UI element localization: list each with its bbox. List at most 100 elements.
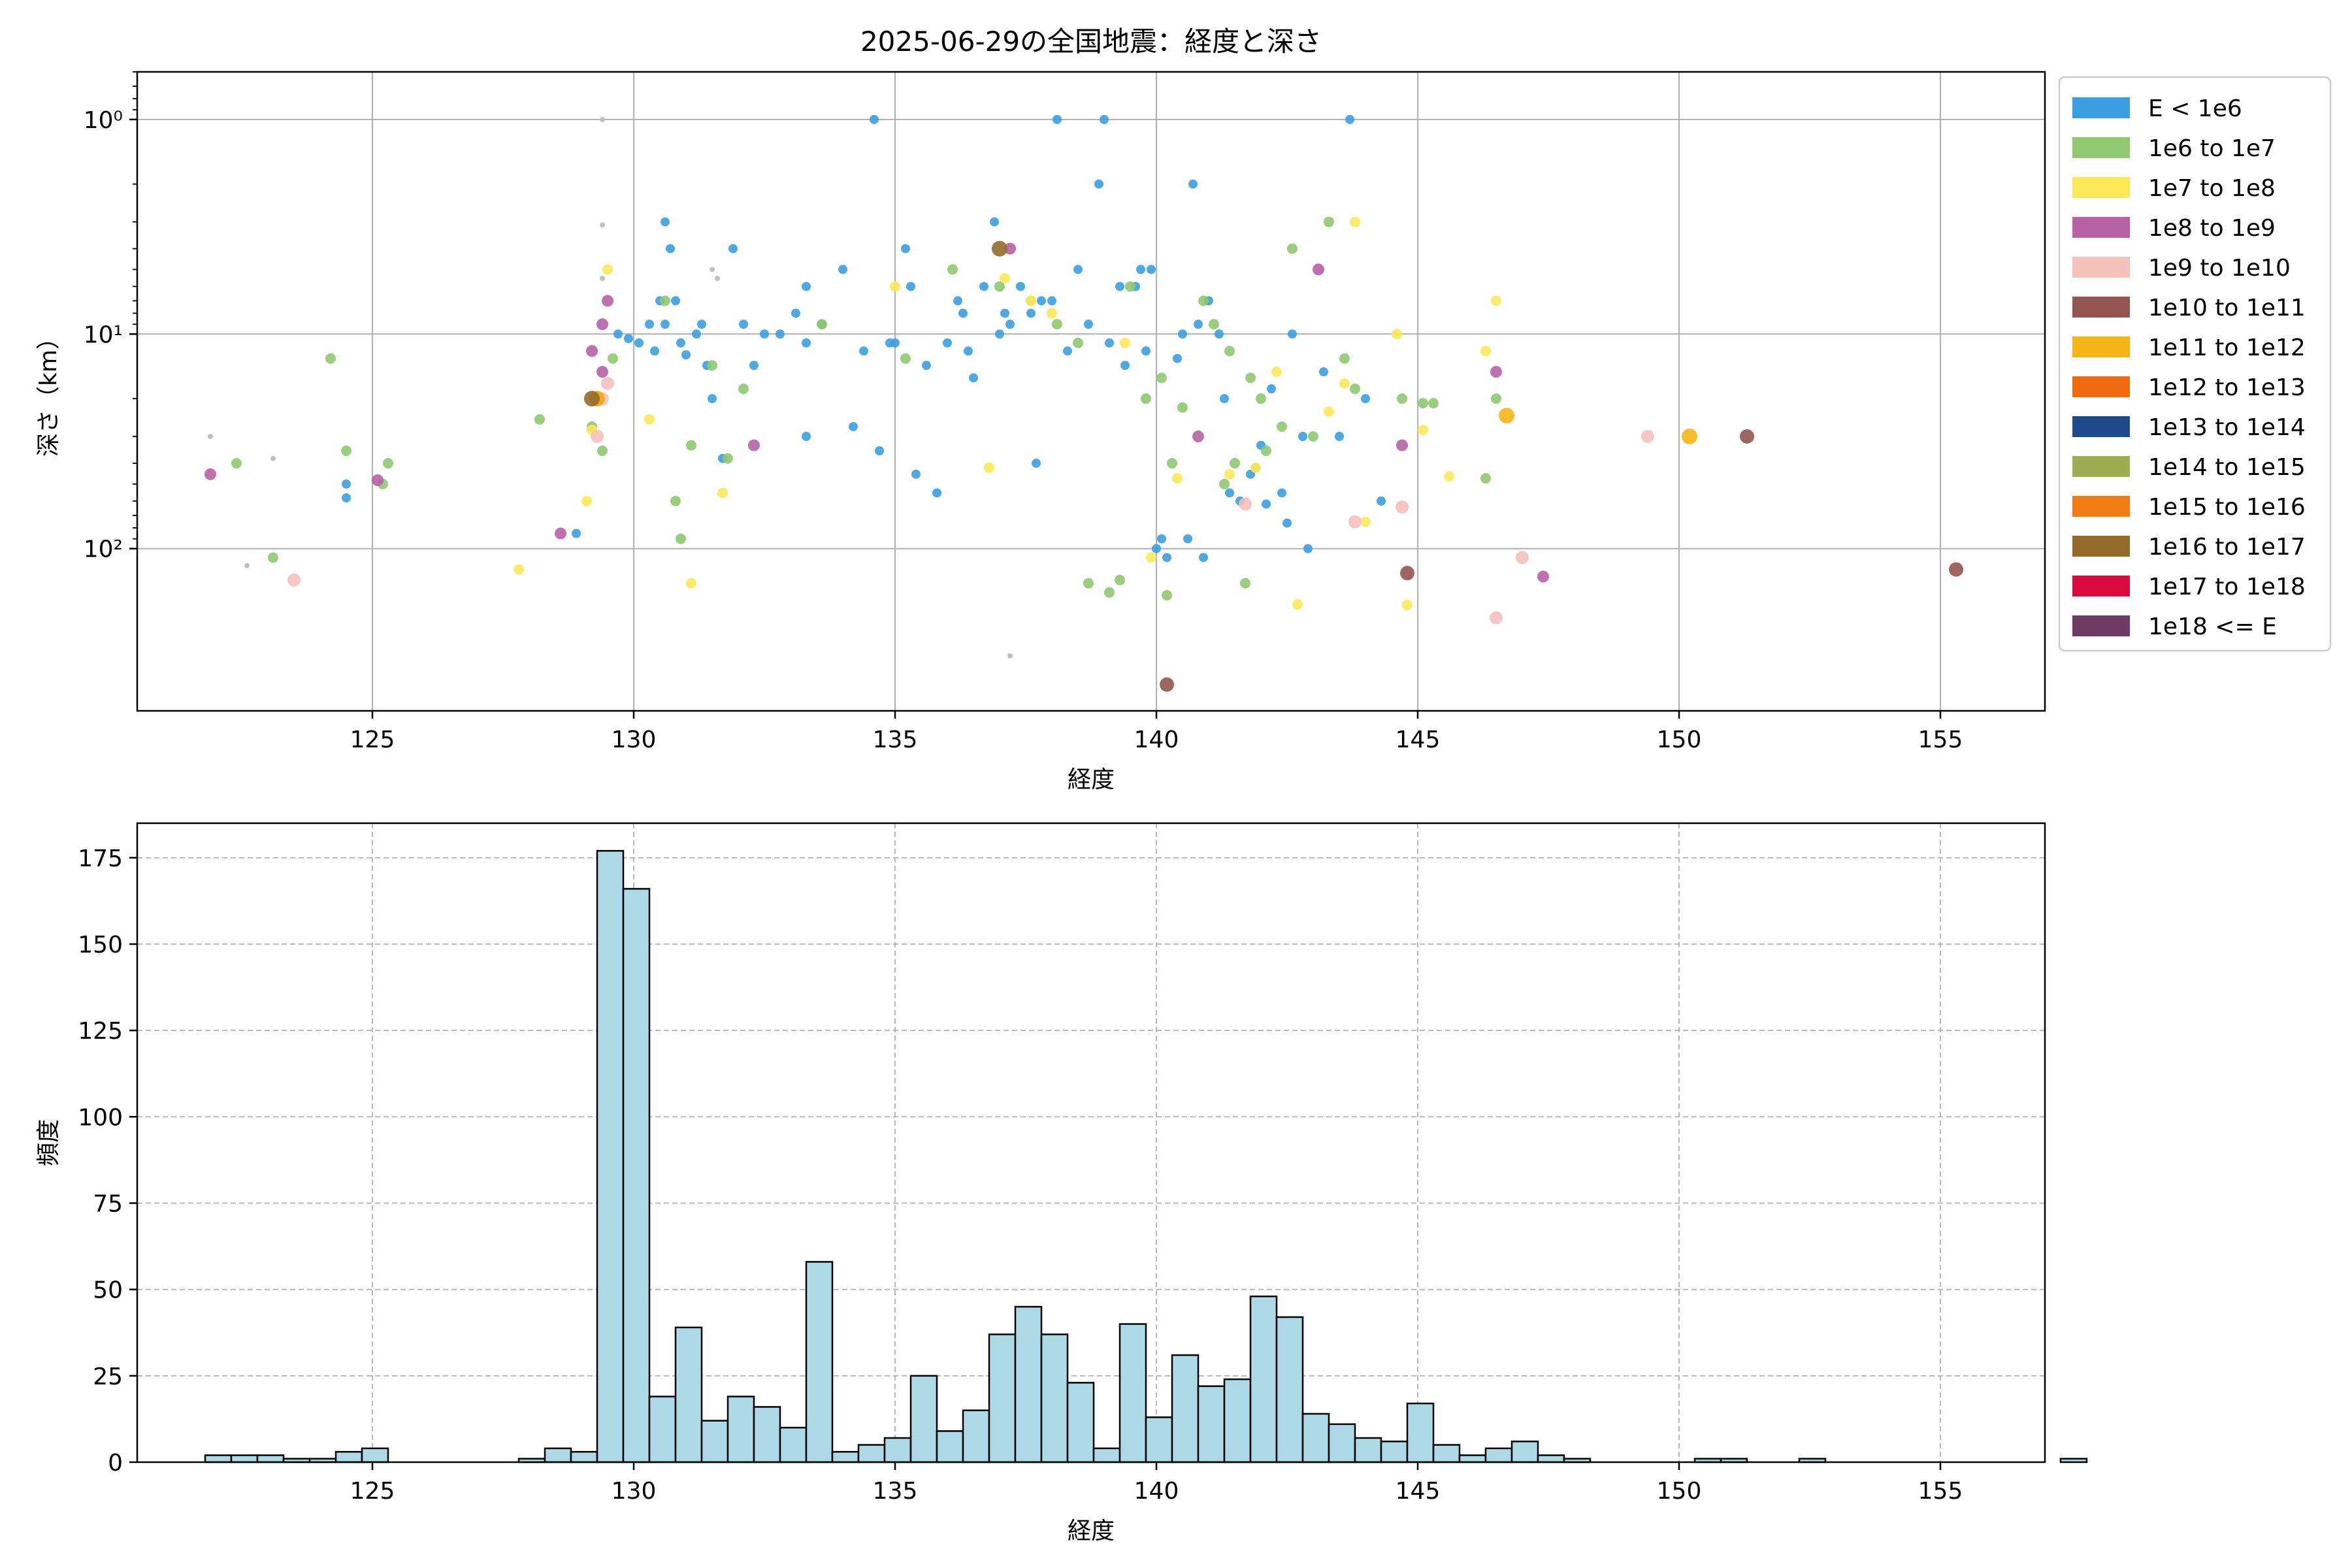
scatter-point (943, 338, 952, 348)
scatter-point (739, 319, 748, 329)
scatter-point (1178, 329, 1187, 339)
scatter-point-tiny (270, 455, 276, 461)
scatter-point (1198, 295, 1209, 306)
scatter-point (958, 308, 968, 318)
histogram-bar (727, 1396, 755, 1463)
scatter-point (1319, 367, 1328, 377)
scatter-point (776, 329, 785, 339)
scatter-point (802, 338, 811, 348)
scatter-point (1120, 361, 1130, 370)
scatter-point (979, 282, 988, 291)
histogram-bar (1406, 1402, 1435, 1463)
scatter-point (1339, 353, 1350, 364)
legend-swatch (2072, 137, 2130, 158)
histogram-bar (1380, 1441, 1409, 1463)
legend-swatch (2072, 257, 2130, 278)
scatter-point (1491, 295, 1501, 306)
scatter-point (1480, 473, 1491, 484)
histogram-bar (204, 1454, 233, 1463)
legend: E < 1e6 1e6 to 1e7 1e7 to 1e8 1e8 to 1e9 1e9… (2058, 76, 2332, 652)
chart-title: 2025-06-29の全国地震：経度と深さ (860, 25, 1322, 57)
legend-label: E < 1e6 (2148, 95, 2242, 122)
scatter-point (748, 439, 760, 451)
histogram-bar (361, 1447, 389, 1463)
legend-label: 1e14 to 1e15 (2148, 454, 2306, 481)
scatter-point (738, 384, 749, 395)
scatter-point (1052, 319, 1062, 330)
scatter-point (1147, 265, 1156, 274)
scatter-point (1350, 216, 1360, 227)
scatter-point (1490, 366, 1502, 378)
histogram-bar (1301, 1413, 1330, 1463)
scatter-point (204, 468, 216, 480)
scatter-point (708, 394, 717, 404)
histogram-x-axis-label: 経度 (1068, 1518, 1115, 1544)
scatter-point (1199, 553, 1208, 563)
histogram-bar (883, 1437, 912, 1463)
scatter-point (1104, 587, 1115, 598)
histogram-x-tick-label: 130 (612, 1478, 657, 1505)
scatter-point (728, 244, 738, 253)
scatter-x-tick-label: 145 (1396, 727, 1441, 753)
scatter-point-tiny (600, 116, 605, 122)
legend-label: 1e11 to 1e12 (2148, 335, 2306, 361)
scatter-point (1005, 319, 1015, 329)
scatter-point (932, 488, 941, 498)
legend-swatch (2072, 456, 2130, 477)
scatter-x-axis: 125 130 135 140 145 150 155 (350, 711, 1963, 753)
scatter-point (1032, 459, 1041, 468)
histogram-y-axis: 0 25 50 75 100 125 150 175 (78, 845, 137, 1477)
scatter-point (660, 295, 670, 306)
scatter-plot-frame (136, 71, 2046, 712)
scatter-point (1136, 265, 1145, 274)
legend-swatch (2072, 97, 2130, 118)
legend-swatch (2072, 416, 2130, 437)
scatter-point (1209, 319, 1219, 330)
scatter-point (1682, 429, 1697, 445)
scatter-point (325, 353, 336, 364)
scatter-point (597, 445, 608, 456)
scatter-y-axis-label: 深さ（km） (35, 326, 62, 457)
scatter-point (661, 319, 670, 329)
scatter-point (1324, 216, 1334, 227)
scatter-point (1490, 611, 1503, 625)
scatter-point (686, 440, 696, 451)
scatter-point (1224, 346, 1235, 357)
scatter-point-tiny (710, 267, 715, 272)
scatter-point (601, 376, 614, 390)
scatter-point (342, 493, 351, 503)
scatter-point (859, 346, 868, 356)
scatter-point (1740, 429, 1754, 444)
scatter-x-tick-label: 125 (350, 727, 395, 753)
legend-label: 1e6 to 1e7 (2148, 135, 2276, 162)
scatter-point (1094, 179, 1103, 189)
scatter-point (1162, 553, 1171, 563)
legend-swatch (2072, 536, 2130, 557)
scatter-point (534, 414, 545, 425)
scatter-x-tick-label: 130 (612, 727, 657, 753)
scatter-point (634, 338, 644, 348)
scatter-point (1156, 372, 1167, 384)
histogram-bar (962, 1409, 990, 1463)
scatter-point (1115, 282, 1124, 291)
scatter-x-tick-label: 135 (873, 727, 918, 753)
scatter-point (591, 430, 604, 444)
histogram-bar (256, 1454, 285, 1463)
scatter-y-tick-label: 10⁰ (84, 107, 123, 134)
scatter-point (676, 338, 685, 348)
histogram-y-tick-label: 0 (108, 1450, 123, 1477)
scatter-point (1292, 599, 1303, 610)
scatter-point (1225, 488, 1234, 498)
scatter-point (900, 353, 911, 364)
scatter-point (870, 114, 879, 124)
scatter-point (686, 578, 696, 589)
legend-swatch (2072, 376, 2130, 397)
scatter-point (1400, 566, 1414, 581)
legend-label: 1e18 <= E (2148, 613, 2277, 640)
scatter-point (1083, 578, 1094, 589)
histogram-y-tick-label: 50 (93, 1277, 123, 1304)
legend-label: 1e15 to 1e16 (2148, 494, 2306, 521)
histogram-x-tick-label: 135 (873, 1478, 918, 1505)
scatter-point (838, 265, 847, 274)
histogram-bar (1223, 1378, 1252, 1463)
